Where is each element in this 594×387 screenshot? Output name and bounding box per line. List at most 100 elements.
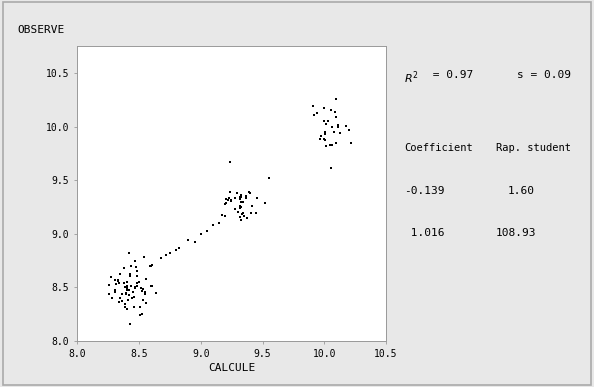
Point [230,206,240,212]
Point [241,193,250,199]
Point [132,279,141,286]
Text: -0.139: -0.139 [404,186,444,196]
Point [225,188,235,195]
Text: $R^2$: $R^2$ [404,70,419,86]
Point [308,103,318,109]
Point [121,289,131,296]
Point [151,290,160,296]
Point [132,273,142,279]
Point [138,288,147,295]
Point [245,189,254,195]
Point [241,195,250,201]
Point [312,110,321,116]
Point [221,195,230,202]
Point [140,253,149,260]
Point [132,268,142,274]
Point [248,203,257,209]
Point [346,140,355,146]
Point [237,211,247,217]
Point [317,133,326,139]
Text: 1.60: 1.60 [508,186,535,196]
Point [156,255,166,261]
Point [127,283,136,289]
Point [260,200,270,206]
Point [320,131,330,137]
Point [119,280,129,286]
Point [147,263,156,269]
Point [138,286,148,293]
Text: = 0.97: = 0.97 [426,70,474,80]
Point [236,203,245,209]
Point [328,124,337,130]
Point [236,204,245,210]
Point [225,194,234,200]
Point [162,252,171,258]
Point [120,301,129,307]
Point [134,279,144,285]
Point [132,283,141,289]
Point [106,274,116,280]
Point [124,296,133,303]
Point [341,123,350,129]
Point [226,197,236,203]
Point [323,118,333,124]
Point [127,263,136,269]
Point [124,292,134,298]
Point [132,273,141,279]
Text: Coefficient: Coefficient [404,143,473,153]
Point [222,200,231,206]
Point [264,175,273,181]
Point [125,287,134,293]
Point [235,214,245,220]
Point [252,195,261,201]
Text: 1.016: 1.016 [404,228,444,238]
Point [225,189,235,195]
Point [245,190,255,196]
Point [315,136,325,142]
Point [130,284,140,291]
Point [105,291,114,297]
Point [125,272,135,279]
Point [165,250,175,256]
Point [320,135,329,142]
Point [236,205,245,212]
Point [137,311,147,317]
Point [221,213,230,219]
Point [132,280,142,286]
Point [140,291,150,297]
Point [114,280,124,286]
Point [104,282,113,288]
Point [226,198,236,204]
Point [147,262,156,269]
Point [135,312,144,318]
Point [326,107,336,113]
Point [220,201,229,207]
Point [319,105,328,111]
Point [122,306,132,312]
Text: s = 0.09: s = 0.09 [517,70,571,80]
Point [333,122,343,128]
X-axis label: CALCULE: CALCULE [208,363,255,373]
Point [122,279,132,285]
Point [322,143,331,149]
Point [327,142,337,148]
Point [242,215,252,221]
Point [107,295,116,301]
Point [331,114,341,120]
Point [214,220,224,226]
Point [232,190,242,197]
Point [202,228,211,235]
Point [333,123,343,130]
Point [320,118,329,124]
Point [217,212,227,218]
Point [110,287,119,293]
Point [331,140,341,146]
Point [174,245,184,251]
Point [120,264,129,271]
Point [136,284,146,291]
Point [226,159,235,166]
Point [241,195,251,201]
Point [184,237,193,243]
Point [110,277,120,283]
Point [122,284,132,291]
